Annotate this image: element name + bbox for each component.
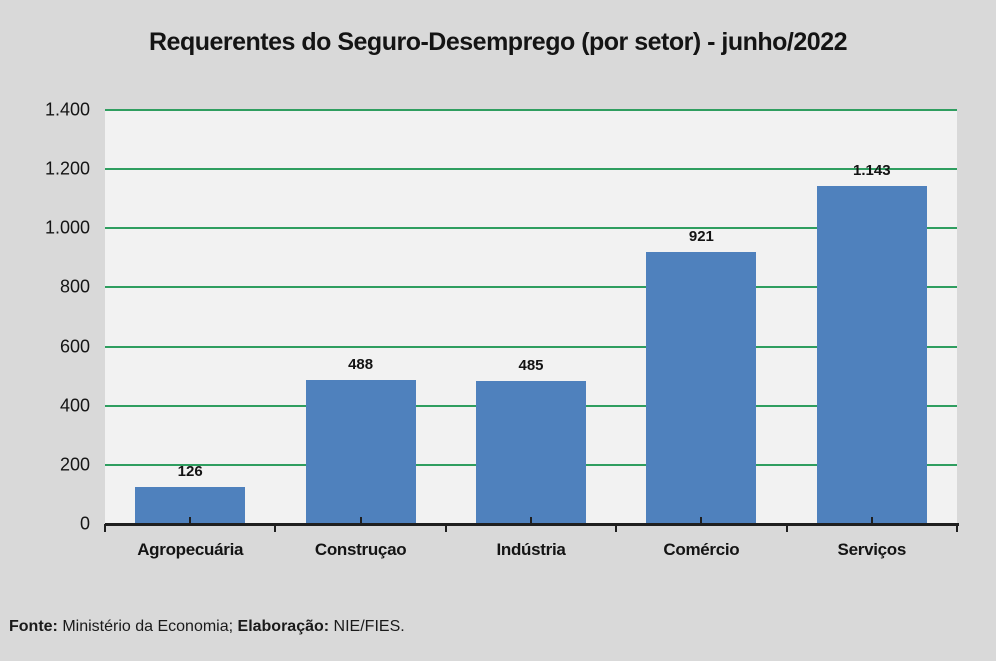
gridline: [105, 109, 957, 111]
bar-value-label: 921: [688, 227, 714, 245]
bar: [816, 186, 927, 524]
bar-value-label: 1.143: [853, 161, 891, 179]
source-note-label: Fonte:: [9, 618, 58, 635]
x-category-label: Construçao: [314, 540, 407, 559]
chart-title: Requerentes do Seguro-Desemprego (por se…: [148, 28, 848, 56]
axis-boundary-tick: [956, 524, 958, 532]
axis-center-tick: [359, 517, 362, 524]
axis-center-tick: [189, 517, 192, 524]
source-note-text: Ministério da Economia;: [57, 618, 238, 635]
bar: [476, 380, 586, 524]
axis-center-tick: [700, 517, 703, 524]
plot-area: [105, 109, 957, 524]
gridline: [105, 227, 957, 230]
x-category-label: Agropecuária: [137, 540, 244, 559]
y-tick-label: 200: [59, 454, 90, 475]
gridline: [105, 345, 957, 348]
x-category-label: Serviços: [837, 540, 907, 559]
axis-center-tick: [870, 517, 873, 524]
bar: [646, 251, 757, 524]
gridline: [105, 286, 957, 289]
y-tick-label: 0: [79, 513, 90, 534]
y-tick-label: 1.000: [44, 217, 90, 238]
source-note-label: Elaboração:: [237, 618, 330, 635]
y-tick-label: 400: [59, 395, 90, 416]
x-category-label: Indústria: [496, 540, 566, 559]
axis-boundary-tick: [104, 524, 106, 532]
source-note: Fonte: Ministério da Economia; Elaboraçã…: [9, 618, 405, 636]
axis-boundary-tick: [615, 524, 618, 532]
bar-value-label: 485: [518, 356, 544, 374]
bar: [305, 379, 416, 524]
x-category-label: Comércio: [663, 540, 740, 559]
gridline: [105, 168, 957, 171]
axis-boundary-tick: [785, 524, 788, 532]
axis-boundary-tick: [444, 524, 447, 532]
y-tick-label: 1.400: [44, 99, 90, 120]
y-tick-label: 1.200: [44, 158, 90, 179]
axis-center-tick: [530, 517, 532, 524]
bar-value-label: 126: [177, 462, 203, 480]
axis-boundary-tick: [274, 524, 277, 532]
y-tick-label: 600: [59, 336, 90, 357]
source-note-text: NIE/FIES.: [329, 618, 405, 635]
y-tick-label: 800: [59, 276, 90, 297]
bar-value-label: 488: [348, 355, 374, 373]
x-axis-line: [105, 523, 959, 526]
